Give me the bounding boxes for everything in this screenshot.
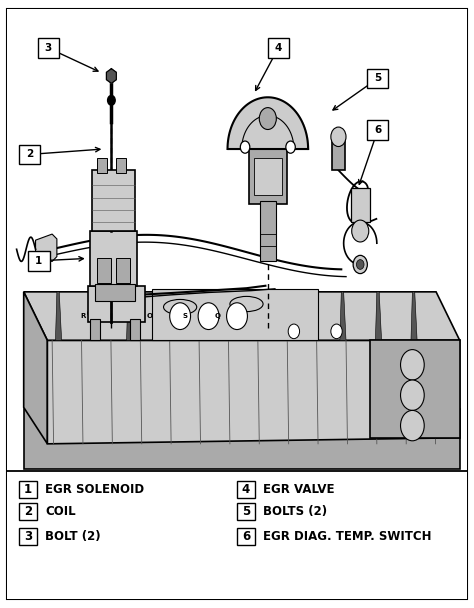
Circle shape: [259, 108, 276, 130]
Bar: [88, 286, 145, 322]
Bar: [19, 528, 37, 545]
Text: BOLTS (2): BOLTS (2): [263, 505, 327, 519]
Bar: [7, 9, 467, 471]
Bar: [95, 284, 135, 301]
Text: 3: 3: [24, 530, 32, 543]
Text: 2: 2: [24, 505, 32, 519]
Circle shape: [331, 127, 346, 147]
Text: 5: 5: [242, 505, 250, 519]
Polygon shape: [55, 292, 62, 340]
Bar: [18, 145, 40, 164]
Text: 1: 1: [24, 483, 32, 496]
Polygon shape: [107, 69, 116, 83]
Bar: [97, 258, 111, 283]
Text: S: S: [182, 313, 187, 319]
Polygon shape: [370, 340, 460, 438]
Circle shape: [401, 410, 424, 441]
Text: O: O: [146, 313, 152, 319]
Text: 4: 4: [242, 483, 250, 496]
Bar: [237, 503, 255, 520]
Circle shape: [352, 220, 369, 242]
Circle shape: [108, 95, 115, 105]
Bar: [92, 170, 135, 231]
Circle shape: [353, 255, 367, 274]
Bar: [19, 503, 37, 520]
Text: 3: 3: [45, 43, 52, 53]
Bar: [237, 481, 255, 498]
Text: 6: 6: [242, 530, 250, 543]
Bar: [19, 481, 37, 498]
Bar: [38, 38, 59, 58]
Polygon shape: [198, 292, 204, 340]
Bar: [24, 409, 460, 469]
Circle shape: [170, 303, 191, 330]
Text: EGR DIAG. TEMP. SWITCH: EGR DIAG. TEMP. SWITCH: [263, 530, 431, 543]
Polygon shape: [24, 292, 460, 340]
Bar: [351, 188, 370, 222]
Circle shape: [198, 303, 219, 330]
Circle shape: [286, 141, 295, 153]
Bar: [7, 471, 467, 599]
Bar: [367, 69, 389, 88]
Text: Q: Q: [215, 313, 221, 319]
Bar: [267, 38, 289, 58]
Bar: [152, 289, 318, 340]
Circle shape: [401, 380, 424, 410]
Circle shape: [331, 324, 342, 339]
Text: 5: 5: [374, 74, 382, 83]
Polygon shape: [47, 340, 460, 444]
Text: EGR SOLENOID: EGR SOLENOID: [45, 483, 144, 496]
Bar: [249, 149, 287, 204]
Circle shape: [240, 141, 250, 153]
Circle shape: [288, 324, 300, 339]
Text: COIL: COIL: [45, 505, 76, 519]
Bar: [254, 158, 282, 195]
Polygon shape: [304, 292, 310, 340]
Polygon shape: [36, 234, 57, 261]
Bar: [90, 319, 100, 340]
Polygon shape: [233, 292, 239, 340]
Polygon shape: [127, 292, 133, 340]
Text: BOLT (2): BOLT (2): [45, 530, 100, 543]
Text: 1: 1: [35, 256, 43, 266]
Bar: [116, 258, 130, 283]
Bar: [130, 319, 140, 340]
Text: 4: 4: [274, 43, 282, 53]
Ellipse shape: [88, 305, 121, 321]
Polygon shape: [24, 292, 47, 444]
Text: E: E: [114, 313, 118, 319]
Ellipse shape: [230, 297, 263, 312]
Bar: [97, 158, 107, 173]
Circle shape: [401, 350, 424, 380]
Text: 2: 2: [26, 150, 33, 159]
Bar: [237, 528, 255, 545]
Bar: [260, 201, 276, 261]
Text: R: R: [80, 313, 86, 319]
Polygon shape: [340, 292, 346, 340]
Polygon shape: [375, 292, 382, 340]
Bar: [90, 231, 137, 286]
Text: EGR VALVE: EGR VALVE: [263, 483, 335, 496]
Bar: [28, 251, 49, 271]
Polygon shape: [411, 292, 417, 340]
Circle shape: [356, 260, 364, 269]
Circle shape: [227, 303, 247, 330]
Bar: [332, 137, 345, 170]
Bar: [367, 120, 389, 140]
Polygon shape: [162, 292, 168, 340]
Text: 6: 6: [374, 125, 382, 135]
Ellipse shape: [164, 300, 197, 315]
Polygon shape: [269, 292, 275, 340]
Polygon shape: [91, 292, 97, 340]
Bar: [116, 158, 126, 173]
